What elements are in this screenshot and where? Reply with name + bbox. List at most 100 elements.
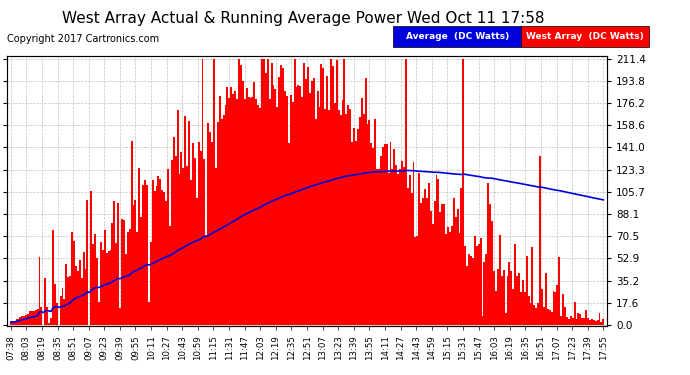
Bar	[364, 78, 366, 325]
Bar	[119, 308, 121, 325]
Bar	[522, 279, 524, 325]
Bar	[302, 97, 303, 325]
Bar	[96, 258, 98, 325]
Bar	[265, 72, 267, 325]
Bar	[566, 317, 568, 325]
Bar	[581, 318, 583, 325]
Bar	[373, 147, 374, 325]
Bar	[251, 97, 253, 325]
Bar	[25, 315, 27, 325]
Bar	[259, 108, 261, 325]
Bar	[541, 289, 543, 325]
Bar	[555, 291, 556, 325]
Bar	[330, 59, 332, 325]
Bar	[117, 203, 119, 325]
Bar	[181, 152, 182, 325]
Bar	[390, 142, 391, 325]
Bar	[48, 323, 50, 325]
Bar	[127, 232, 129, 325]
Bar	[77, 271, 79, 325]
Bar	[125, 254, 127, 325]
Bar	[206, 235, 207, 325]
Bar	[593, 320, 595, 325]
Bar	[253, 82, 255, 325]
Bar	[196, 198, 198, 325]
Bar	[560, 316, 562, 325]
Bar	[111, 223, 113, 325]
Bar	[246, 88, 248, 325]
Bar	[14, 322, 16, 325]
Bar	[462, 59, 464, 325]
Bar	[489, 204, 491, 325]
Bar	[509, 262, 511, 325]
Bar	[349, 109, 351, 325]
Bar	[236, 99, 238, 325]
Bar	[524, 292, 526, 325]
Bar	[493, 272, 495, 325]
Bar	[303, 63, 305, 325]
Bar	[342, 100, 344, 325]
Bar	[553, 291, 555, 325]
Bar	[21, 316, 23, 325]
Bar	[558, 257, 560, 325]
Bar	[403, 167, 405, 325]
Bar	[433, 201, 435, 325]
Bar	[299, 86, 302, 325]
Bar	[137, 232, 138, 325]
Bar	[52, 230, 54, 325]
Bar	[361, 98, 363, 325]
Bar	[100, 242, 102, 325]
Bar	[94, 234, 96, 325]
Bar	[339, 116, 342, 325]
Bar	[110, 250, 111, 325]
Bar	[27, 314, 29, 325]
Bar	[184, 116, 186, 325]
Bar	[468, 254, 470, 325]
Bar	[50, 318, 52, 325]
Bar	[129, 229, 130, 325]
Bar	[121, 219, 123, 325]
Bar	[587, 318, 589, 325]
Bar	[580, 314, 581, 325]
Bar	[437, 179, 440, 325]
Bar	[290, 94, 292, 325]
Bar	[332, 66, 334, 325]
Bar	[138, 168, 140, 325]
Bar	[219, 96, 221, 325]
Bar	[207, 123, 209, 325]
Bar	[228, 98, 230, 325]
Bar	[284, 91, 286, 325]
Bar	[589, 320, 591, 325]
Bar	[598, 313, 600, 325]
Bar	[328, 110, 330, 325]
Bar	[31, 311, 33, 325]
Bar	[573, 302, 575, 325]
Bar	[393, 149, 395, 325]
Bar	[61, 288, 63, 325]
Bar	[591, 319, 593, 325]
Bar	[324, 109, 326, 325]
Bar	[213, 59, 215, 325]
Bar	[244, 99, 246, 325]
Bar	[132, 205, 135, 325]
Bar	[155, 186, 157, 325]
Bar	[401, 161, 403, 325]
Bar	[10, 322, 12, 325]
Bar	[480, 238, 482, 325]
Bar	[108, 251, 110, 325]
Bar	[376, 168, 378, 325]
Bar	[294, 59, 295, 325]
Bar	[355, 141, 357, 325]
Bar	[366, 124, 368, 325]
Text: West Array  (DC Watts): West Array (DC Watts)	[526, 32, 644, 41]
Bar	[363, 114, 364, 325]
Bar	[380, 156, 382, 325]
Bar	[556, 285, 558, 325]
Bar	[295, 87, 297, 325]
Bar	[516, 276, 518, 325]
Bar	[315, 119, 317, 325]
Bar	[449, 232, 451, 325]
Bar	[270, 63, 273, 325]
Bar	[491, 221, 493, 325]
Bar	[386, 144, 388, 325]
